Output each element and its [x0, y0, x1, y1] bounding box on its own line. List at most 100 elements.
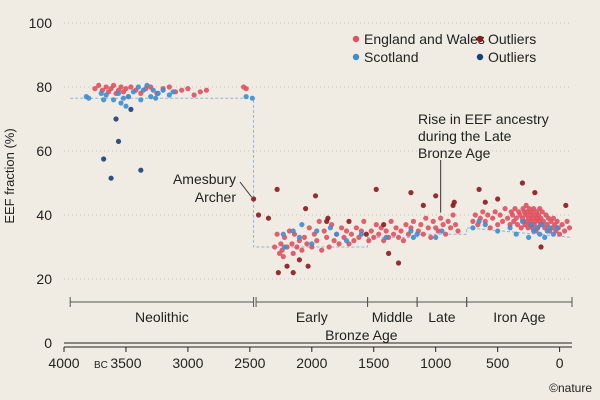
data-point	[482, 222, 488, 228]
data-point	[418, 222, 424, 228]
data-point	[314, 238, 320, 244]
data-point	[495, 196, 501, 202]
data-point	[523, 202, 529, 208]
data-point	[430, 218, 436, 224]
data-point	[476, 186, 482, 192]
annotation-amesbury-text: Amesbury	[173, 171, 236, 187]
data-point	[130, 89, 136, 95]
data-point	[420, 231, 426, 237]
data-point	[312, 193, 319, 199]
data-point	[336, 241, 342, 247]
data-point	[135, 84, 141, 90]
data-point	[400, 238, 407, 244]
data-point	[410, 218, 417, 224]
data-point	[514, 222, 521, 228]
data-point	[306, 225, 312, 231]
data-point	[309, 241, 315, 247]
data-point	[284, 263, 290, 269]
data-point	[428, 234, 434, 240]
data-point	[123, 103, 129, 109]
data-point	[296, 257, 303, 263]
data-point	[519, 218, 526, 224]
data-point	[539, 222, 545, 228]
data-point	[118, 100, 124, 106]
data-point	[408, 190, 414, 196]
data-point	[361, 218, 367, 224]
annotation-rise-text: Bronze Age	[418, 145, 491, 161]
data-point	[528, 222, 534, 228]
data-point	[537, 231, 543, 237]
y-axis-label: EEF fraction (%)	[2, 128, 17, 223]
data-point	[148, 94, 154, 100]
legend-marker	[352, 35, 360, 43]
data-point	[519, 180, 526, 186]
data-point	[144, 82, 150, 88]
legend-marker	[476, 53, 484, 61]
data-point	[472, 212, 478, 218]
data-point	[542, 234, 548, 240]
y-axis: 0 20 40 60 80 100	[29, 15, 572, 351]
data-point	[301, 234, 307, 240]
data-point	[108, 175, 114, 181]
data-point	[138, 167, 144, 173]
data-point	[110, 97, 117, 103]
bronze-age-label: Bronze Age	[325, 327, 398, 343]
data-point	[423, 215, 429, 221]
data-point	[395, 234, 402, 240]
data-point	[103, 92, 109, 98]
data-point	[272, 244, 278, 250]
data-point	[299, 222, 305, 228]
data-point	[203, 87, 210, 93]
data-point	[92, 86, 98, 92]
data-point	[101, 156, 107, 162]
data-point	[113, 116, 119, 122]
data-point	[303, 206, 309, 212]
data-point	[243, 94, 249, 100]
data-point	[561, 228, 568, 234]
data-point	[420, 202, 426, 208]
x-tick-label: 4000	[48, 355, 79, 371]
y-tick-label: 80	[36, 79, 52, 95]
data-point	[381, 222, 387, 228]
period-label: Late	[428, 309, 455, 325]
data-point	[455, 228, 461, 234]
data-point	[338, 225, 345, 231]
data-point	[452, 222, 459, 228]
data-point	[373, 186, 379, 192]
data-point	[191, 92, 197, 98]
data-point	[518, 225, 524, 231]
data-point	[128, 106, 134, 112]
data-point	[280, 254, 286, 260]
data-point	[433, 193, 439, 199]
data-point	[393, 225, 399, 231]
data-point	[314, 228, 320, 234]
data-point	[470, 218, 476, 224]
data-point	[507, 225, 513, 231]
legend-marker	[476, 35, 484, 43]
data-point	[325, 215, 331, 221]
y-tick-label: 20	[36, 271, 52, 287]
data-point	[504, 215, 511, 221]
data-point	[290, 228, 296, 234]
data-point	[197, 89, 203, 95]
data-point	[118, 84, 124, 90]
data-point	[305, 263, 311, 269]
data-point	[550, 215, 557, 221]
data-point	[559, 222, 565, 228]
nature-credit: ©nature	[549, 381, 592, 395]
data-point	[482, 199, 488, 205]
data-point	[319, 247, 325, 253]
x-axis: 4000 3500 3000 2500 2000 1500 1000 500 0 BC	[48, 346, 572, 371]
data-point	[363, 231, 369, 237]
data-point	[98, 90, 104, 96]
data-point	[564, 218, 570, 224]
data-point	[125, 94, 132, 100]
data-point	[376, 231, 382, 237]
legend-label: Scotland	[364, 49, 418, 65]
data-point	[140, 87, 146, 93]
data-point	[316, 218, 322, 224]
data-point	[250, 196, 257, 202]
data-point	[110, 82, 117, 88]
data-point	[443, 231, 449, 237]
